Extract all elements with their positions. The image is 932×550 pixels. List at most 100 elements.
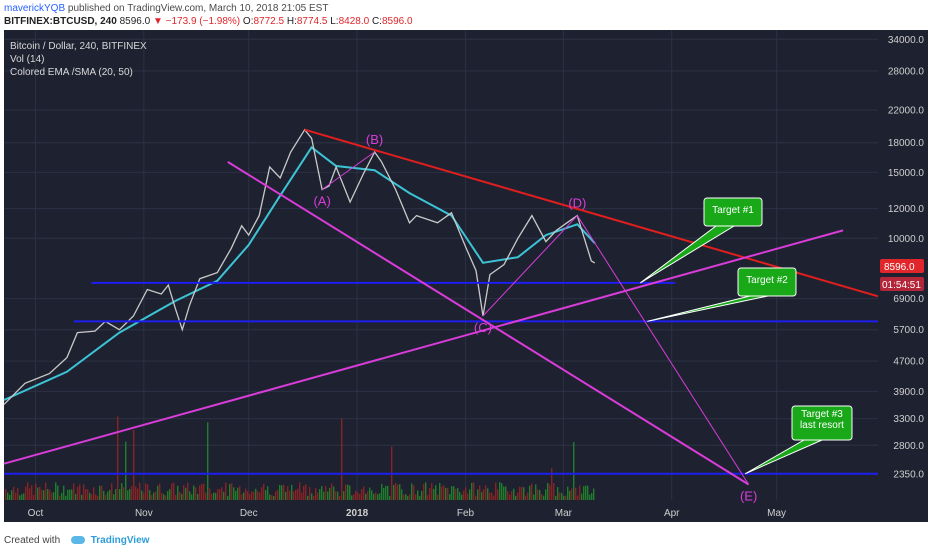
tradingview-brand[interactable]: TradingView (90, 535, 150, 546)
volume-bar (271, 495, 273, 500)
volume-bar (111, 483, 113, 500)
volume-bar (419, 495, 421, 500)
volume-bar (381, 483, 383, 500)
volume-bar (71, 489, 73, 500)
volume-bar (379, 493, 381, 500)
volume-bar (431, 483, 433, 500)
volume-bar (283, 484, 285, 500)
volume-bar (313, 495, 315, 500)
footer: Created with TradingView (4, 535, 149, 546)
volume-bar (107, 491, 109, 500)
volume-bar (335, 491, 337, 500)
volume-bar (99, 485, 101, 500)
volume-bar (471, 482, 473, 500)
time-tick-label: Nov (135, 508, 153, 519)
volume-bar (187, 482, 189, 500)
volume-bar (197, 494, 199, 500)
volume-bar (67, 489, 69, 500)
open-value: 8772.5 (253, 16, 285, 27)
volume-bar (323, 491, 325, 500)
volume-bar (523, 487, 525, 500)
volume-bar (223, 491, 225, 500)
volume-bar (25, 486, 27, 500)
volume-bar (515, 495, 517, 500)
volume-bar (15, 492, 17, 500)
volume-bar (257, 490, 259, 500)
volume-bar (145, 483, 147, 500)
volume-bar (519, 486, 521, 500)
volume-bar (155, 491, 157, 500)
volume-bar (455, 488, 457, 500)
price-tick-label: 3300.0 (893, 414, 924, 425)
time-axis[interactable] (4, 500, 928, 522)
volume-bar (205, 492, 207, 500)
volume-bar (219, 489, 221, 500)
volume-bar (315, 488, 317, 500)
volume-bar (327, 491, 329, 500)
volume-bar (83, 484, 85, 500)
volume-bar (125, 441, 127, 500)
wave-trendline (3, 229, 844, 465)
volume-bar (371, 490, 373, 500)
volume-bar (415, 494, 417, 500)
volume-bar (583, 486, 585, 500)
volume-bar (539, 490, 541, 500)
volume-bar (35, 483, 37, 500)
volume-bar (47, 489, 49, 500)
volume-bar (285, 491, 287, 500)
volume-bar (505, 486, 507, 500)
volume-bar (273, 495, 275, 500)
volume-bar (487, 488, 489, 500)
volume-bar (397, 484, 399, 500)
volume-bar (93, 487, 95, 500)
volume-bar (465, 487, 467, 500)
volume-bar (531, 483, 533, 500)
volume-bar (163, 494, 165, 500)
volume-bar (513, 488, 515, 500)
volume-bar (261, 487, 263, 500)
volume-bar (321, 486, 323, 500)
volume-bar (241, 494, 243, 500)
volume-bar (135, 486, 137, 500)
volume-bar (425, 482, 427, 500)
volume-bar (341, 418, 343, 500)
volume-bar (37, 487, 39, 500)
volume-bar (593, 488, 595, 500)
volume-bar (317, 492, 319, 500)
volume-bar (151, 494, 153, 500)
target-label: Target #3 (801, 409, 843, 420)
legend-volume: Vol (14) (10, 54, 44, 65)
volume-bar (109, 489, 111, 500)
volume-bar (365, 493, 367, 500)
volume-bar (525, 495, 527, 500)
author-link[interactable]: maverickYQB (4, 3, 66, 14)
volume-bar (91, 494, 93, 500)
volume-bar (53, 492, 55, 500)
volume-bar (355, 490, 357, 500)
volume-bar (103, 490, 105, 500)
current-price-text: 8596.0 (884, 262, 915, 273)
volume-bar (201, 483, 203, 500)
chart-background (4, 30, 878, 500)
volume-bar (311, 493, 313, 500)
volume-bar (361, 489, 363, 500)
volume-bar (299, 482, 301, 500)
volume-bar (319, 489, 321, 500)
volume-bar (171, 483, 173, 500)
wave-trendline (227, 161, 750, 486)
volume-bar (181, 493, 183, 500)
volume-bar (129, 488, 131, 500)
volume-bar (243, 492, 245, 500)
volume-bar (245, 488, 247, 500)
volume-bar (467, 493, 469, 500)
time-axis-labels: Oct Nov Dec 2018 Feb Mar Apr May (28, 508, 786, 519)
volume-bar (409, 494, 411, 500)
volume-bar (543, 495, 545, 500)
volume-bar (481, 491, 483, 500)
volume-bar (167, 491, 169, 500)
volume-bar (475, 495, 477, 500)
down-arrow-icon: ▼ (152, 16, 163, 27)
target-box (791, 405, 853, 441)
volume-bar (117, 416, 119, 500)
